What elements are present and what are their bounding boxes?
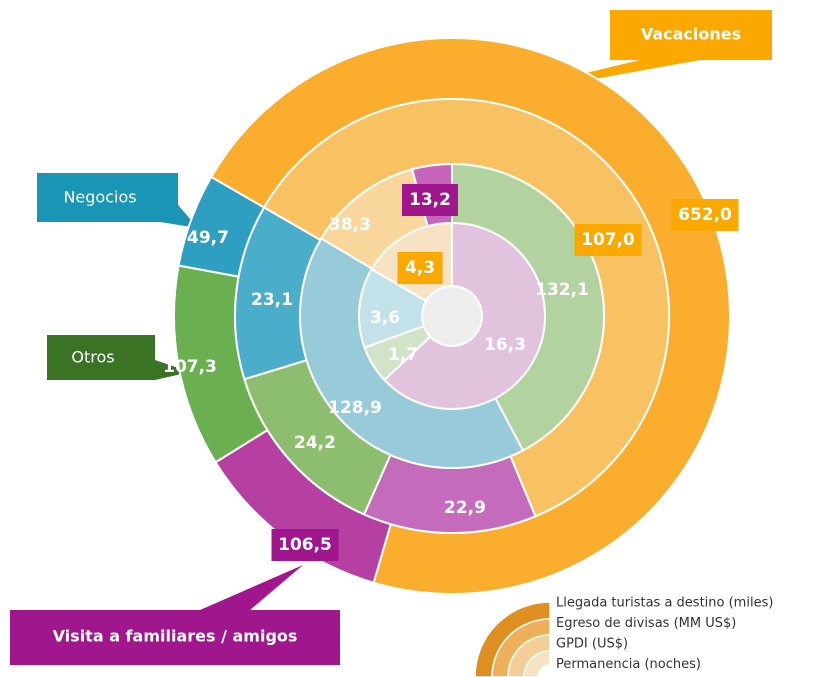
legend-label: Egreso de divisas (MM US$) xyxy=(556,616,736,631)
legend-label: Llegada turistas a destino (miles) xyxy=(556,596,773,611)
ring-segment xyxy=(383,221,546,410)
callout-pointer xyxy=(160,205,198,228)
value-label: 3,6 xyxy=(370,308,400,328)
value-label: 24,2 xyxy=(294,433,336,453)
value-label: 13,2 xyxy=(409,190,451,210)
value-label: 132,1 xyxy=(535,280,589,300)
label-box xyxy=(271,529,339,561)
value-label: 1,7 xyxy=(388,345,418,365)
label-box xyxy=(397,252,443,284)
value-label: 22,9 xyxy=(444,498,486,518)
legend-swatch xyxy=(523,650,551,677)
callout-pointer xyxy=(155,360,190,380)
callout-label: Vacaciones xyxy=(641,25,741,44)
callout-label: Otros xyxy=(71,348,114,367)
legend-label: GPDI (US$) xyxy=(556,637,628,652)
ring-segment xyxy=(358,267,428,349)
legend-label: Permanencia (noches) xyxy=(556,657,701,672)
value-label: 49,7 xyxy=(187,228,229,248)
label-box xyxy=(402,184,458,216)
callout-label: Visita a familiares / amigos xyxy=(53,627,298,646)
value-label: 652,0 xyxy=(678,205,732,225)
value-label: 128,9 xyxy=(328,398,382,418)
value-label: 4,3 xyxy=(405,258,435,278)
value-label: 38,3 xyxy=(329,215,371,235)
value-label: 16,3 xyxy=(484,335,526,355)
callout-box xyxy=(10,610,340,665)
callout-pointer xyxy=(200,565,303,610)
callout-box xyxy=(610,10,772,60)
callout-box xyxy=(37,173,178,222)
value-label: 107,3 xyxy=(163,357,217,377)
callout-box xyxy=(47,335,155,380)
label-box xyxy=(671,199,739,231)
label-box xyxy=(574,224,642,256)
value-label: 23,1 xyxy=(251,290,293,310)
center-hole xyxy=(423,287,481,345)
value-label: 107,0 xyxy=(581,230,635,250)
callout-label: Negocios xyxy=(63,188,136,207)
value-label: 106,5 xyxy=(278,535,332,555)
